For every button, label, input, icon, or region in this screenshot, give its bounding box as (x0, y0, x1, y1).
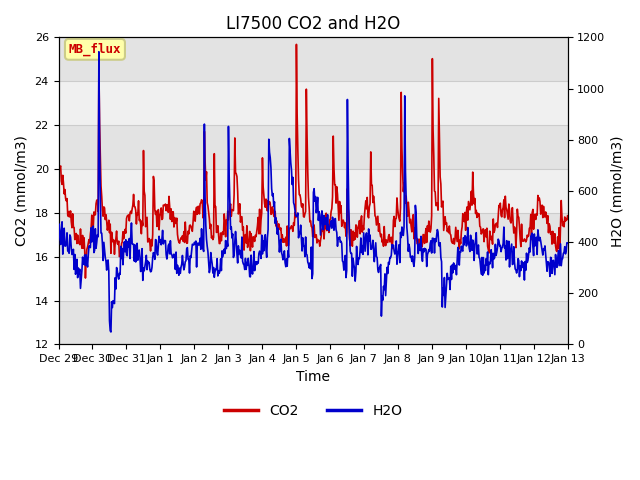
Text: MB_flux: MB_flux (68, 43, 121, 56)
Y-axis label: CO2 (mmol/m3): CO2 (mmol/m3) (15, 135, 29, 246)
Bar (58, 213, 568, 257)
Bar (58, 300, 568, 345)
X-axis label: Time: Time (296, 370, 330, 384)
Title: LI7500 CO2 and H2O: LI7500 CO2 and H2O (226, 15, 400, 33)
Legend: CO2, H2O: CO2, H2O (218, 398, 408, 423)
Y-axis label: H2O (mmol/m3): H2O (mmol/m3) (611, 135, 625, 247)
Bar (58, 125, 568, 169)
Bar (58, 37, 568, 81)
